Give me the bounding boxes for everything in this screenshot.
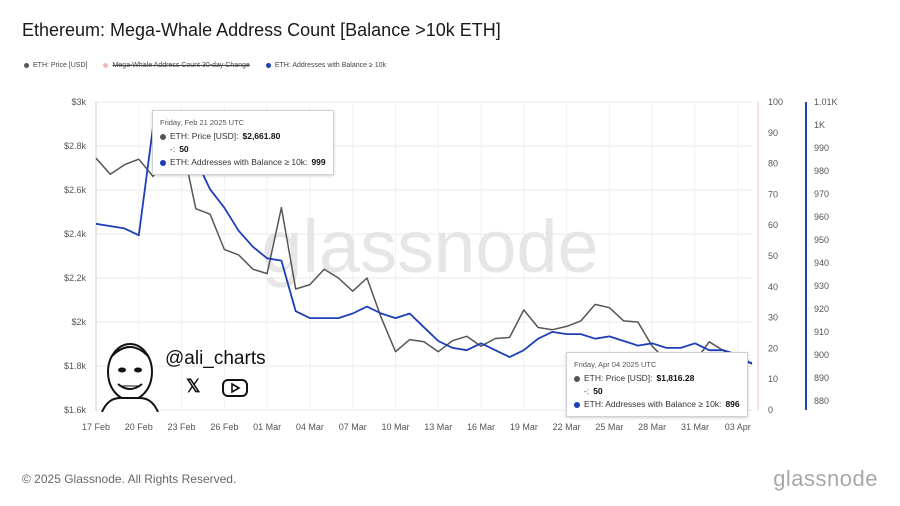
x-tick-label: 20 Feb <box>125 422 153 432</box>
tooltip-dot-addresses <box>574 401 580 408</box>
x-tick-label: 01 Mar <box>253 422 281 432</box>
y-right-tick-label: 960 <box>814 212 829 222</box>
y-right-tick-label: 890 <box>814 373 829 383</box>
x-tick-label: 26 Feb <box>210 422 238 432</box>
copyright-footer: © 2025 Glassnode. All Rights Reserved. <box>22 472 237 486</box>
x-logo-icon[interactable]: 𝕏 <box>186 376 201 396</box>
x-tick-label: 03 Apr <box>725 422 751 432</box>
y-mid-tick-label: 50 <box>768 251 778 261</box>
x-tick-label: 16 Mar <box>467 422 495 432</box>
legend-label-addresses: ETH: Addresses with Balance ≥ 10k <box>274 62 387 69</box>
legend-item-change[interactable]: Mega-Whale Address Count 30-day Change <box>103 62 250 69</box>
y-right-tick-label: 900 <box>814 350 829 360</box>
tooltip-change-label: -: <box>170 144 176 154</box>
chart-title: Ethereum: Mega-Whale Address Count [Bala… <box>22 20 501 40</box>
y-right-tick-label: 980 <box>814 166 829 176</box>
y-right-tick-label: 970 <box>814 189 829 199</box>
legend-label-price: ETH: Price [USD] <box>33 62 88 69</box>
avatar <box>101 343 159 412</box>
tooltip-apr04: Friday, Apr 04 2025 UTC ETH: Price [USD]… <box>566 352 748 417</box>
tooltip-row-change: -: 50 <box>160 143 326 156</box>
y-right-tick-label: 940 <box>814 258 829 268</box>
x-tick-label: 28 Mar <box>638 422 666 432</box>
tooltip-row-change: -: 50 <box>574 385 740 398</box>
y-mid-tick-label: 70 <box>768 189 778 199</box>
y-left-tick-label: $2.8k <box>64 141 87 151</box>
y-mid-tick-label: 0 <box>768 405 773 415</box>
y-right-tick-label: 1.01K <box>814 97 838 107</box>
tooltip-date: Friday, Apr 04 2025 UTC <box>574 360 657 369</box>
y-mid-tick-label: 100 <box>768 97 783 107</box>
tooltip-dot-price <box>574 375 580 382</box>
y-left-tick-label: $1.6k <box>64 405 87 415</box>
legend-dot-change <box>103 63 109 68</box>
social-handle: @ali_charts <box>165 348 266 369</box>
y-left-tick-label: $2k <box>71 317 86 327</box>
tooltip-dot-addresses <box>160 159 166 166</box>
x-tick-label: 07 Mar <box>339 422 367 432</box>
y-mid-tick-label: 10 <box>768 374 778 384</box>
x-tick-label: 10 Mar <box>381 422 409 432</box>
y-mid-tick-label: 80 <box>768 159 778 169</box>
y-mid-tick-label: 20 <box>768 343 778 353</box>
x-tick-label: 04 Mar <box>296 422 324 432</box>
tooltip-price-value: $1,816.28 <box>656 373 695 383</box>
y-left-tick-label: $2.6k <box>64 185 87 195</box>
tooltip-row-price: ETH: Price [USD]: $1,816.28 <box>574 372 740 385</box>
y-left-tick-label: $3k <box>71 97 86 107</box>
x-tick-label: 31 Mar <box>681 422 709 432</box>
series-line-addresses <box>95 126 753 365</box>
tooltip-price-value: $2,661.80 <box>242 131 281 141</box>
y-right-tick-label: 930 <box>814 281 829 291</box>
tooltip-change-label: -: <box>584 386 590 396</box>
x-tick-label: 19 Mar <box>510 422 538 432</box>
tooltip-date: Friday, Feb 21 2025 UTC <box>160 118 245 127</box>
y-mid-tick-label: 60 <box>768 220 778 230</box>
y-mid-tick-label: 30 <box>768 313 778 323</box>
y-right-tick-label: 990 <box>814 143 829 153</box>
tooltip-row-price: ETH: Price [USD]: $2,661.80 <box>160 130 326 143</box>
youtube-icon[interactable] <box>222 378 250 398</box>
y-left-tick-label: $1.8k <box>64 361 87 371</box>
legend-dot-addresses <box>265 63 271 68</box>
tooltip-price-label: ETH: Price [USD]: <box>584 373 653 383</box>
series-line-eth-price <box>95 140 753 365</box>
tooltip-change-value: 50 <box>593 386 603 396</box>
x-tick-label: 22 Mar <box>553 422 581 432</box>
legend-item-addresses[interactable]: ETH: Addresses with Balance ≥ 10k <box>265 62 387 69</box>
brand-logo[interactable]: glassnode <box>773 466 878 491</box>
legend: ETH: Price [USD] Mega-Whale Address Coun… <box>24 62 386 69</box>
tooltip-dot-price <box>160 133 166 140</box>
tooltip-addr-value: 999 <box>311 157 326 167</box>
tooltip-addr-label: ETH: Addresses with Balance ≥ 10k: <box>584 399 722 409</box>
y-mid-tick-label: 40 <box>768 282 778 292</box>
watermark: glassnode <box>261 205 598 288</box>
y-left-tick-label: $2.2k <box>64 273 87 283</box>
y-right-tick-label: 880 <box>814 396 829 406</box>
x-tick-label: 23 Feb <box>168 422 196 432</box>
tooltip-addr-value: 896 <box>725 399 740 409</box>
y-right-tick-label: 950 <box>814 235 829 245</box>
tooltip-addr-label: ETH: Addresses with Balance ≥ 10k: <box>170 157 308 167</box>
tooltip-feb21: Friday, Feb 21 2025 UTC ETH: Price [USD]… <box>152 110 334 175</box>
legend-label-change: Mega-Whale Address Count 30-day Change <box>112 62 250 69</box>
tooltip-price-label: ETH: Price [USD]: <box>170 131 239 141</box>
y-right-tick-label: 920 <box>814 304 829 314</box>
legend-dot-price <box>24 63 29 68</box>
x-tick-label: 17 Feb <box>82 422 110 432</box>
x-tick-label: 25 Mar <box>595 422 623 432</box>
y-right-tick-label: 1K <box>814 120 825 130</box>
y-left-tick-label: $2.4k <box>64 229 87 239</box>
tooltip-row-addresses: ETH: Addresses with Balance ≥ 10k: 896 <box>574 398 740 411</box>
y-mid-tick-label: 90 <box>768 128 778 138</box>
tooltip-row-addresses: ETH: Addresses with Balance ≥ 10k: 999 <box>160 156 326 169</box>
x-tick-label: 13 Mar <box>424 422 452 432</box>
legend-item-price[interactable]: ETH: Price [USD] <box>24 62 87 69</box>
y-right-tick-label: 910 <box>814 327 829 337</box>
tooltip-change-value: 50 <box>179 144 189 154</box>
